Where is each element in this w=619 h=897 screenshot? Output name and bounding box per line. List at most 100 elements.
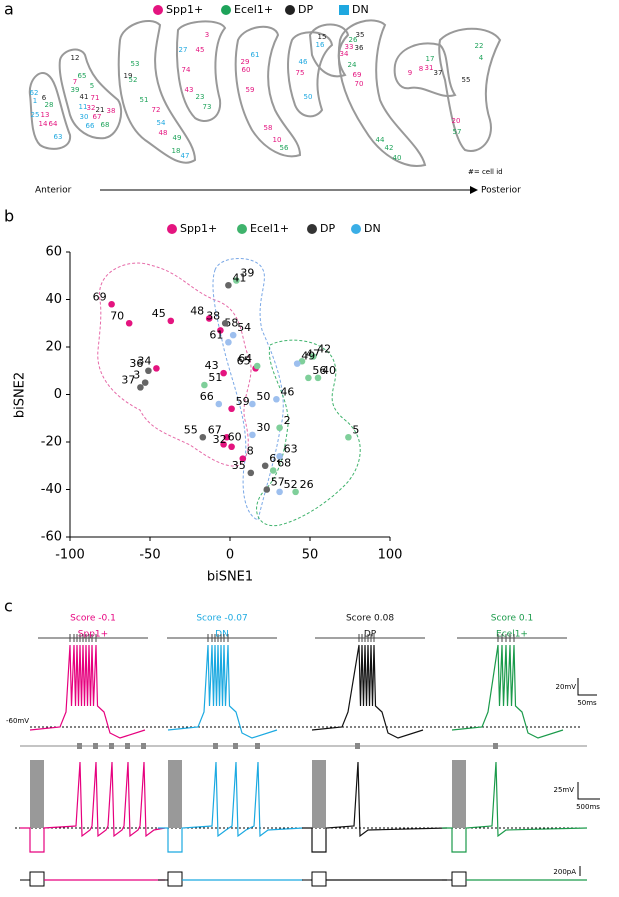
posterior-label: Posterior	[481, 186, 521, 196]
voltage-trace	[302, 761, 448, 853]
point	[228, 405, 235, 413]
legend-label: DP	[298, 3, 313, 16]
point	[108, 300, 115, 308]
point	[276, 452, 283, 460]
point	[223, 433, 231, 441]
cluster-contour	[212, 258, 284, 521]
cell-id: 69	[353, 71, 362, 79]
cell-id: 49	[173, 134, 182, 142]
scale-label: 50ms	[577, 699, 597, 707]
current-step	[302, 871, 327, 887]
cell-type: DP	[364, 630, 377, 640]
cell-id: 6	[42, 94, 47, 102]
cell-id: 65	[78, 72, 87, 80]
score-label: Score 0.1	[491, 614, 533, 624]
y-tick-label: -40	[41, 482, 62, 497]
cell-id: 37	[434, 69, 443, 77]
slice-outline	[117, 20, 197, 164]
point-label: 65	[237, 354, 251, 367]
point-label: 38	[206, 309, 220, 322]
point	[263, 486, 271, 493]
cluster-contour	[256, 339, 361, 527]
x-tick-label: -50	[139, 548, 160, 563]
point-label: 46	[280, 385, 294, 398]
legend-swatch	[153, 5, 163, 15]
slice-outline	[337, 19, 427, 167]
score-label: Score -0.07	[196, 614, 247, 624]
cell-id: 22	[475, 42, 484, 50]
point-label: 26	[300, 478, 314, 491]
x-tick-label: 0	[226, 548, 234, 563]
legend-swatch	[307, 224, 317, 234]
cell-id: 56	[280, 144, 289, 152]
voltage-trace	[29, 644, 146, 739]
cell-id: 72	[152, 106, 161, 114]
cell-id: 33	[345, 43, 354, 51]
point	[292, 488, 299, 496]
voltage-trace	[311, 644, 424, 739]
cell-id: 26	[349, 36, 358, 44]
x-axis-label: biSNE1	[207, 570, 253, 585]
point-label: 60	[228, 430, 242, 443]
point	[309, 353, 317, 360]
panel-c: c -60mV 20mV 50ms 25mV 500ms 200pA	[4, 597, 600, 876]
point	[220, 369, 227, 377]
point-label: 43	[205, 359, 219, 372]
cell-id: 42	[385, 144, 394, 152]
point-label: 69	[93, 290, 107, 303]
voltage-trace	[158, 761, 304, 853]
point-label: 40	[322, 364, 336, 377]
cell-id: 29	[241, 58, 250, 66]
cell-id: 54	[157, 119, 166, 127]
stim-marker	[93, 743, 98, 749]
legend-swatch	[237, 224, 247, 234]
slice-outline	[58, 48, 123, 140]
cell-id: 3	[205, 31, 209, 39]
point-label: 8	[247, 445, 254, 458]
arrow-head	[470, 186, 478, 194]
point-label: 51	[208, 371, 222, 384]
cell-id: 7	[73, 78, 77, 86]
scale-label: 500ms	[576, 803, 600, 811]
point-label: 52	[284, 478, 298, 491]
cell-id: 19	[124, 72, 133, 80]
note: #= cell id	[468, 168, 503, 176]
cell-id: 10	[273, 136, 282, 144]
cell-id: 57	[453, 128, 462, 136]
scale-label: 25mV	[553, 786, 574, 794]
current-step	[20, 871, 45, 887]
slice-outline	[287, 31, 334, 118]
y-tick-label: -20	[41, 435, 62, 450]
cell-id: 43	[185, 86, 194, 94]
point	[273, 395, 280, 403]
point-label: 55	[184, 423, 198, 436]
hyperpol-block	[168, 760, 182, 828]
point	[249, 400, 256, 408]
slice-outline	[175, 20, 227, 122]
cell-id: 14	[39, 120, 48, 128]
panel-label: b	[4, 207, 14, 226]
cell-id: 52	[129, 76, 138, 84]
point	[205, 315, 213, 322]
score-label: Score 0.08	[346, 614, 394, 624]
cell-id: 31	[425, 64, 434, 72]
scale-bar	[577, 678, 597, 696]
point-label: 50	[256, 390, 270, 403]
legend-label: DN	[352, 3, 369, 16]
legend-label: DP	[320, 222, 335, 235]
cell-id: 64	[49, 120, 58, 128]
cell-id: 1	[33, 97, 37, 105]
panel-a: a Anterior Posterior #= cell id	[4, 0, 521, 196]
cell-id: 27	[179, 46, 188, 54]
x-tick-label: -100	[55, 548, 85, 563]
voltage-trace	[20, 761, 166, 853]
cell-id: 15	[318, 33, 327, 41]
stim-marker	[77, 743, 82, 749]
point	[233, 277, 240, 284]
cell-id: 61	[251, 51, 260, 59]
point	[253, 362, 261, 370]
point	[228, 443, 235, 451]
point-label: 57	[271, 476, 285, 489]
cell-id: 45	[196, 46, 205, 54]
point	[201, 381, 208, 389]
